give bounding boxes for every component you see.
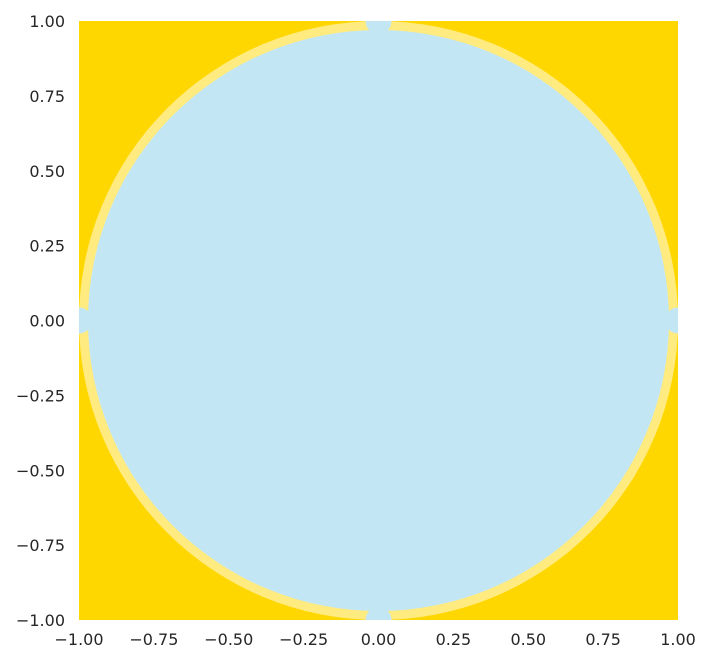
y-tick-label: 0.25 (29, 237, 65, 256)
y-tick-label: 1.00 (29, 12, 65, 31)
y-tick-label: −0.50 (16, 461, 65, 480)
region-inside (88, 30, 669, 611)
y-tick-label: 0.50 (29, 162, 65, 181)
x-tick-label: 1.00 (660, 630, 696, 649)
y-tick-label: 0.00 (29, 312, 65, 331)
y-tick-label: −0.25 (16, 386, 65, 405)
y-tick-label: −1.00 (16, 611, 65, 630)
boundary-notch (665, 307, 678, 334)
x-tick-label: 0.50 (510, 630, 546, 649)
y-tick-label: 0.75 (29, 87, 65, 106)
x-tick-label: 0.25 (436, 630, 472, 649)
y-axis: −1.00 −0.75 −0.50 −0.25 0.00 0.25 0.50 0.75 1.00 (16, 12, 65, 630)
x-tick-label: −0.25 (279, 630, 328, 649)
plot-area (79, 21, 678, 620)
boundary-notch (365, 21, 392, 34)
x-tick-label: −0.75 (129, 630, 178, 649)
x-tick-label: 0.00 (361, 630, 397, 649)
boundary-notch (365, 607, 392, 620)
x-axis: −1.00 −0.75 −0.50 −0.25 0.00 0.25 0.50 0.75 1.00 (54, 630, 695, 649)
y-tick-label: −0.75 (16, 536, 65, 555)
x-tick-label: −0.50 (204, 630, 253, 649)
boundary-notch (79, 307, 92, 334)
x-tick-label: 0.75 (585, 630, 621, 649)
x-tick-label: −1.00 (54, 630, 103, 649)
